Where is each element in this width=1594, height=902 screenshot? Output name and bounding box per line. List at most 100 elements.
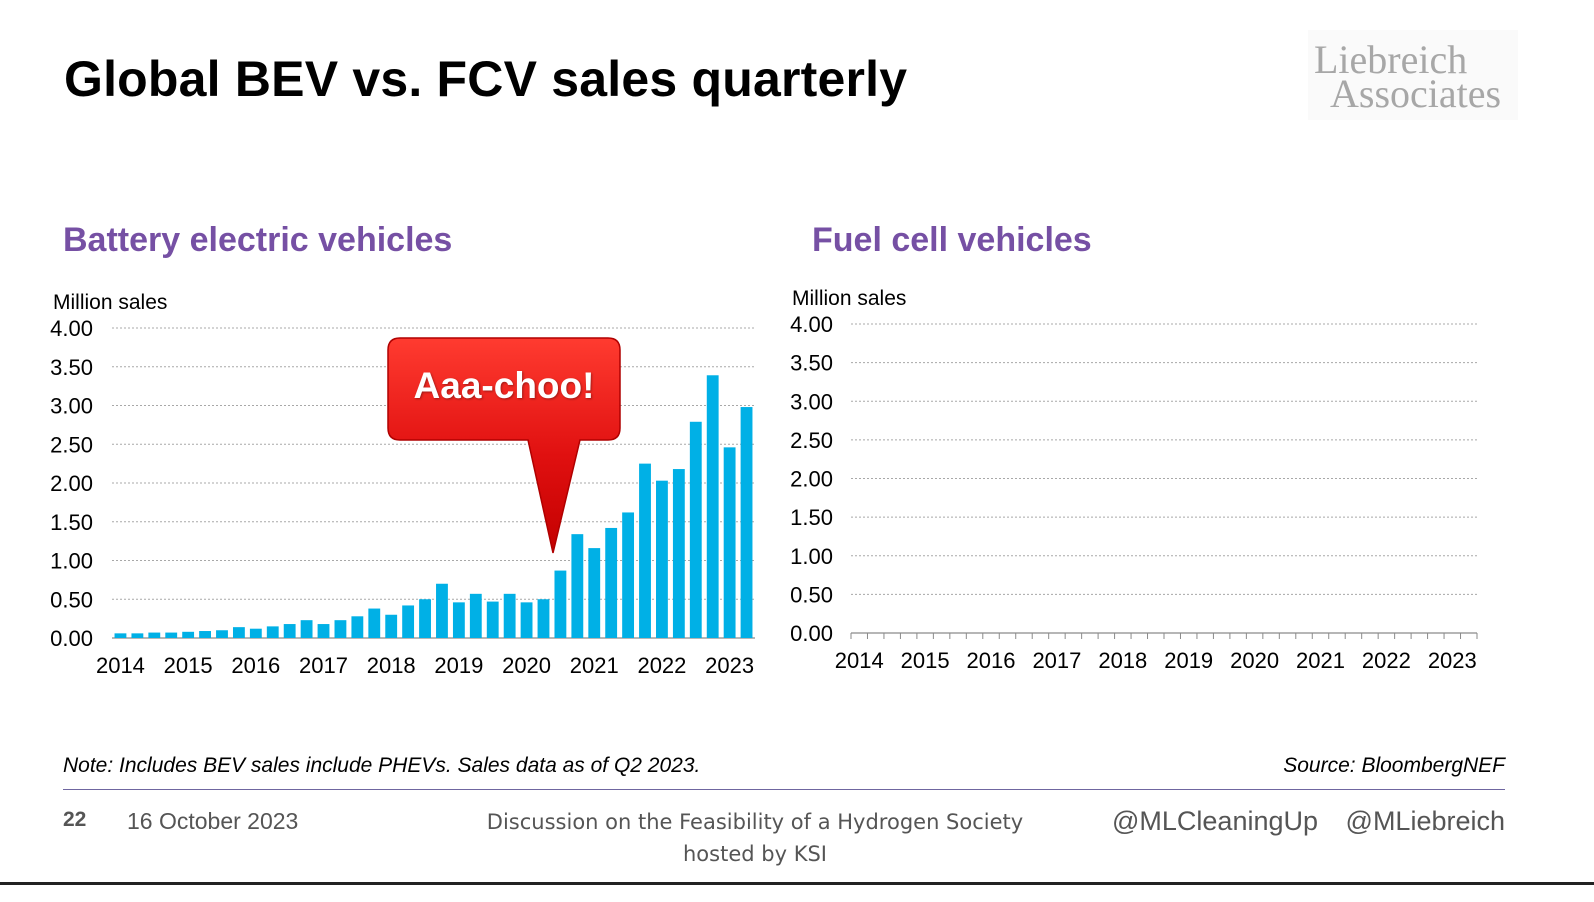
bev-x-tick-label: 2019 [434,653,483,678]
bev-bar [520,602,533,638]
bev-bar [216,630,228,638]
bev-bar [656,480,668,638]
bev-y-tick-label: 3.50 [50,355,93,380]
bev-bar [165,632,178,638]
bev-bar [199,631,211,638]
fcv-y-tick-label: 0.50 [790,582,833,607]
fcv-y-tick-label: 3.00 [790,389,833,414]
slide-title: Global BEV vs. FCV sales quarterly [64,51,908,107]
bev-bar [351,616,364,638]
fcv-x-tick-label: 2015 [901,648,950,673]
bev-bar [317,624,330,638]
liebreich-associates-logo: Liebreich Associates [1308,30,1518,120]
bev-bar [469,593,482,638]
footer-divider [63,789,1505,790]
logo-line-2: Associates [1330,71,1502,116]
bev-x-tick-label: 2020 [502,653,551,678]
fcv-y-tick-label: 2.00 [790,467,833,492]
fcv-x-tick-label: 2023 [1428,648,1477,673]
bev-bar [605,527,618,638]
chart-source: Source: BloombergNEF [1283,754,1505,777]
bev-bar [571,534,584,638]
fcv-x-tick-label: 2021 [1296,648,1345,673]
bev-y-tick-label: 2.00 [50,471,93,496]
bev-y-axis-label: Million sales [53,291,167,314]
bottom-border [0,882,1594,885]
fcv-y-tick-label: 3.50 [790,351,833,376]
bev-bar [723,447,736,638]
bev-bar [368,608,381,638]
bev-bar [283,624,296,638]
fcv-y-axis-label: Million sales [792,287,906,310]
bev-bar [419,599,431,638]
bev-bar [622,512,635,638]
bev-bar [503,593,516,638]
bev-bar [114,633,127,638]
bev-x-tick-label: 2022 [637,653,686,678]
bev-bar [131,633,144,638]
bev-bar [300,620,313,638]
bev-bar [706,375,719,638]
fcv-x-tick-label: 2017 [1032,648,1081,673]
bev-bar [486,601,499,638]
bev-x-tick-label: 2018 [367,653,416,678]
bev-bar [436,583,448,638]
bev-y-tick-label: 1.00 [50,549,93,574]
bev-y-tick-label: 0.50 [50,587,93,612]
fcv-y-tick-label: 2.50 [790,428,833,453]
fcv-x-tick-label: 2020 [1230,648,1279,673]
fcv-y-tick-label: 1.00 [790,544,833,569]
bev-y-tick-label: 1.50 [50,510,93,535]
bev-bar [452,602,465,638]
fcv-chart-title: Fuel cell vehicles [812,221,1092,259]
fcv-x-tick-label: 2019 [1164,648,1213,673]
bev-y-tick-label: 3.00 [50,394,93,419]
social-handles: @MLCleaningUp @MLiebreich [1092,806,1505,837]
footer-event-line-2: hosted by KSI [683,842,827,866]
fcv-x-tick-label: 2018 [1098,648,1147,673]
bev-y-tick-label: 2.50 [50,432,93,457]
fcv-y-tick-label: 0.00 [790,621,833,646]
fcv-x-tick-label: 2016 [967,648,1016,673]
bev-bar [249,628,262,638]
handle-cleaningup[interactable]: @MLCleaningUp [1112,806,1319,836]
bev-bar [402,605,415,638]
bev-x-tick-label: 2015 [164,653,213,678]
bev-bar [588,548,601,638]
callout-text: Aaa-choo! [413,365,595,406]
bev-bar [182,631,195,638]
handle-liebreich[interactable]: @MLiebreich [1345,806,1505,836]
bev-bar [266,626,279,638]
bev-x-tick-label: 2021 [570,653,619,678]
slide-date: 16 October 2023 [127,808,299,834]
bev-bar [385,614,398,638]
bev-bar [672,469,685,638]
bev-bar [232,627,245,638]
bev-bar [334,620,347,638]
page-number: 22 [63,808,87,831]
bev-bar [537,599,550,638]
chart-note: Note: Includes BEV sales include PHEVs. … [63,754,701,777]
footer-event-line-1: Discussion on the Feasibility of a Hydro… [486,810,1024,834]
bev-bar [554,570,567,638]
fcv-y-tick-label: 1.50 [790,505,833,530]
bev-bar [148,632,161,638]
callout-bubble [387,337,621,554]
logo-line-1: Liebreich [1314,37,1468,82]
bev-bar [639,463,651,638]
fcv-x-tick-label: 2014 [835,648,884,673]
bev-chart: Million sales 0.00 0.50 1.00 1.50 2.00 2.50 3.0… [50,291,755,678]
bev-bar [740,407,753,638]
bev-x-tick-label: 2017 [299,653,348,678]
fcv-y-tick-label: 4.00 [790,312,833,337]
bev-x-tick-label: 2014 [96,653,145,678]
bev-y-tick-label: 4.00 [50,316,93,341]
fcv-x-tick-label: 2022 [1362,648,1411,673]
fcv-chart: Million sales 0.00 0.50 1.00 1.50 2.00 2.50 3.0… [790,287,1478,673]
bev-y-tick-label: 0.00 [50,626,93,651]
bev-x-tick-label: 2016 [231,653,280,678]
bev-bar [689,421,702,638]
bev-chart-title: Battery electric vehicles [63,221,453,259]
bev-x-tick-label: 2023 [705,653,754,678]
